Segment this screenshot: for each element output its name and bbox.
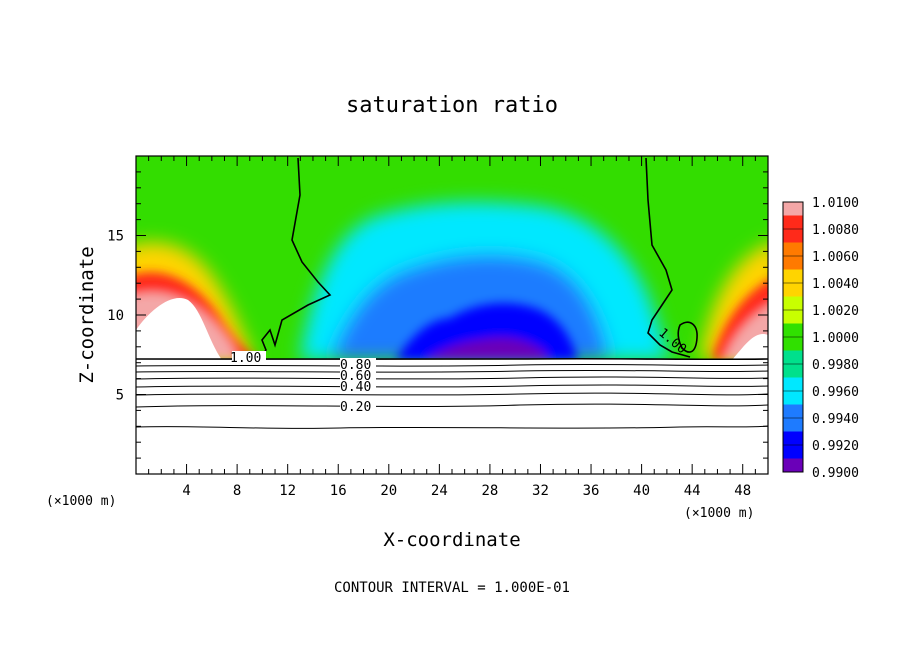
- colorbar-swatch: [783, 202, 803, 216]
- x-tick-label: 8: [233, 483, 241, 499]
- colorbar-swatch: [783, 215, 803, 229]
- x-tick-label: 44: [684, 483, 701, 499]
- chart-title: saturation ratio: [346, 93, 558, 118]
- contour-line-0p70: [136, 369, 768, 373]
- colorbar-label: 1.0000: [812, 331, 859, 346]
- colorbar-swatch: [783, 242, 803, 256]
- contour-labels: 1.00 1.00 0.80 0.60 0.40 0.20: [230, 326, 689, 415]
- contour-label-0p20: 0.20: [340, 400, 371, 415]
- x-tick-label: 4: [182, 483, 190, 499]
- x-tick-label: 32: [532, 483, 549, 499]
- contour-line-1p00-right: [645, 157, 691, 358]
- contour-line-0p50: [136, 384, 768, 388]
- colorbar-swatch: [783, 269, 803, 283]
- x-tick-label: 36: [583, 483, 600, 499]
- colorbar-label: 1.0040: [812, 277, 859, 292]
- colorbar-label: 1.0060: [812, 250, 859, 265]
- colorbar-label: 1.0080: [812, 223, 859, 238]
- x-unit-left: (×1000 m): [46, 494, 116, 509]
- y-tick-label: 15: [107, 229, 124, 245]
- contour-line-0p10: [136, 425, 768, 429]
- colorbar-label: 0.9960: [812, 385, 859, 400]
- contour-label-0p80: 0.80: [340, 358, 371, 373]
- colorbar-swatch: [783, 404, 803, 418]
- contour-line-0p40: [136, 392, 768, 396]
- contour-line-0p20: [136, 403, 768, 408]
- contour-line-1p00-loop: [677, 321, 698, 353]
- x-unit-right: (×1000 m): [684, 506, 754, 521]
- colorbar-label: 1.0020: [812, 304, 859, 319]
- colorbar-swatch: [783, 377, 803, 391]
- colorbar-label: 0.9920: [812, 439, 859, 454]
- colorbar-swatch: [783, 310, 803, 324]
- contour-label-0p40: 0.40: [340, 380, 371, 395]
- colorbar-label: 0.9900: [812, 466, 859, 481]
- x-tick-label: 48: [734, 483, 751, 499]
- colorbar-swatch: [783, 296, 803, 310]
- colorbar-swatch: [783, 323, 803, 337]
- contour-line-0p80: [136, 363, 768, 367]
- cloud-base-boundary: [136, 359, 768, 474]
- saturation-field: [136, 156, 768, 474]
- y-tick-label: 10: [107, 308, 124, 324]
- colorbar-label: 1.0100: [812, 196, 859, 211]
- colorbar-swatch: [783, 418, 803, 432]
- y-axis-title: Z-coordinate: [76, 246, 98, 383]
- y-tick-label: 5: [116, 388, 124, 404]
- contour-line-1p00-left: [259, 157, 332, 359]
- colorbar-swatch: [783, 458, 803, 472]
- contour-label-left: 1.00: [230, 351, 261, 366]
- colorbar-swatch: [783, 337, 803, 351]
- colorbar-label: 0.9940: [812, 412, 859, 427]
- x-tick-label: 40: [633, 483, 650, 499]
- colorbar-swatch: [783, 350, 803, 364]
- x-tick-label: 28: [481, 483, 498, 499]
- x-tick-label: 12: [279, 483, 296, 499]
- x-tick-label: 16: [330, 483, 347, 499]
- colorbar-swatch: [783, 445, 803, 459]
- colorbar-swatch: [783, 256, 803, 270]
- colorbar: 1.0100 1.0080 1.0060 1.0040 1.0020 1.0000 0.99…: [782, 196, 859, 481]
- x-tick-label: 24: [431, 483, 448, 499]
- contour-interval-note: CONTOUR INTERVAL = 1.000E-01: [334, 580, 570, 596]
- contour-line-0p60: [136, 376, 768, 380]
- x-tick-label: 20: [380, 483, 397, 499]
- colorbar-swatch: [783, 431, 803, 445]
- colorbar-label: 0.9980: [812, 358, 859, 373]
- colorbar-swatch: [783, 283, 803, 297]
- colorbar-swatch: [783, 391, 803, 405]
- colorbar-swatch: [783, 229, 803, 243]
- colorbar-swatch: [783, 364, 803, 378]
- x-axis-title: X-coordinate: [383, 529, 520, 551]
